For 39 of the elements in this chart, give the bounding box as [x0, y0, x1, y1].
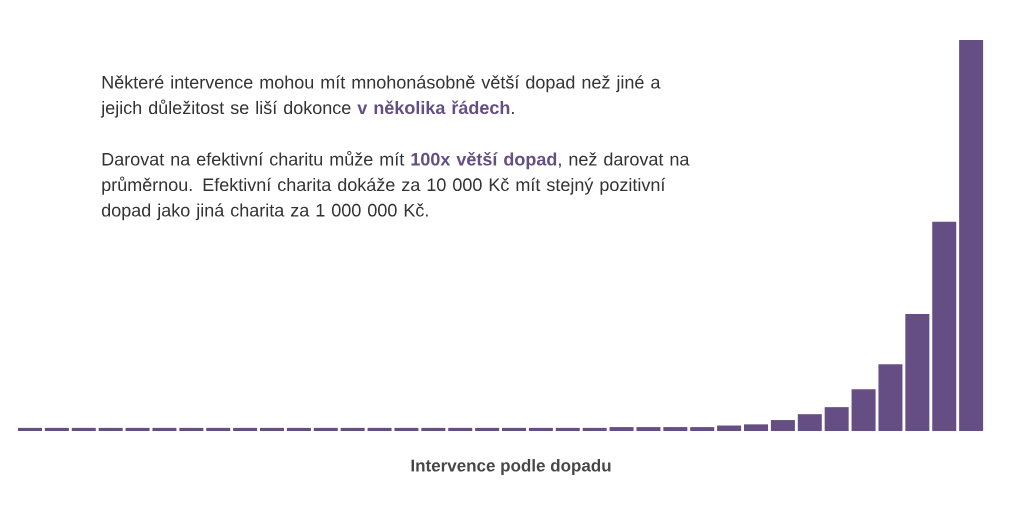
- bar: [394, 427, 419, 431]
- bar: [71, 427, 96, 431]
- bar: [152, 427, 177, 431]
- bar: [797, 414, 822, 431]
- bar: [98, 427, 123, 431]
- bar: [851, 389, 876, 431]
- bar: [824, 407, 849, 431]
- bar: [475, 427, 500, 431]
- bar: [663, 427, 688, 431]
- bar: [206, 427, 231, 431]
- bar: [905, 314, 930, 431]
- bar: [286, 427, 311, 431]
- bar: [421, 427, 446, 431]
- bar: [313, 427, 338, 431]
- annotation: Některé intervence mohou mít mnohonásobně větší dopad než jiné a jejich důležitost se liší dokonce v několika řádech.: [100, 75, 661, 118]
- bar: [959, 39, 984, 431]
- bar: [367, 427, 392, 431]
- bar: [636, 427, 661, 431]
- bar: [582, 427, 607, 431]
- bar: [125, 427, 150, 431]
- annotation: Darovat na efektivní charitu může mít 100x větší dopad, než darovat na průměrnou. Efektivní charita dokáže za 10 000 Kč mít stejný pozitivní dopad jako jiná charita za 1 000 000 Kč.: [101, 150, 690, 221]
- bar: [260, 427, 284, 431]
- bar: [18, 427, 42, 431]
- bar: [717, 425, 742, 431]
- bar: [770, 420, 795, 431]
- bar: [448, 427, 473, 431]
- x-axis-title: Intervence podle dopadu: [411, 459, 611, 475]
- bar: [690, 427, 715, 431]
- bar: [555, 427, 580, 431]
- bar: [528, 427, 553, 431]
- bar: [179, 427, 204, 431]
- bar: [502, 427, 527, 431]
- bar: [932, 221, 957, 431]
- bar: [340, 427, 365, 431]
- bar: [744, 424, 769, 431]
- bar: [44, 427, 69, 431]
- bar: [609, 427, 634, 431]
- bar: [233, 427, 258, 431]
- bar: [878, 364, 903, 431]
